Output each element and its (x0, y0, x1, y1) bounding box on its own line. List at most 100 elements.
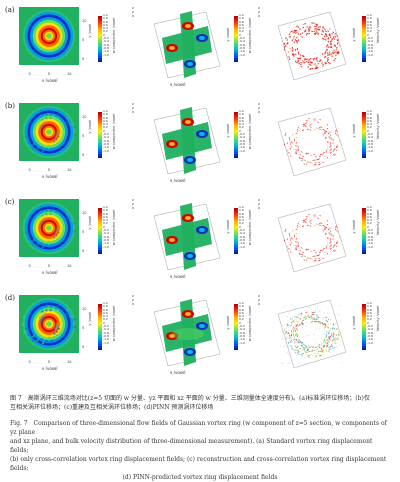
velocity-vector (327, 344, 328, 345)
y-axis-label: y /voxel (226, 28, 230, 42)
velocity-vector (298, 318, 299, 319)
noise-speck (23, 235, 25, 237)
velocity-vector (295, 346, 296, 347)
noise-speck (56, 227, 58, 229)
background-vector (303, 323, 304, 324)
velocity-vector (331, 344, 332, 345)
background-vector (315, 321, 316, 322)
velocity-vector (329, 29, 330, 30)
velocity-vector (304, 31, 305, 32)
noise-speck (53, 306, 55, 308)
velocity-vector (286, 38, 287, 40)
velocity-vector (330, 248, 331, 249)
velocity-vector (292, 348, 293, 349)
x-axis-label: x /voxel (170, 274, 186, 279)
yz-plane (180, 203, 196, 270)
background-vector (280, 345, 281, 346)
background-vector (287, 316, 288, 317)
noise-speck (73, 222, 75, 224)
velocity-vector (332, 348, 333, 349)
noise-speck (48, 241, 50, 243)
velocity-vector (326, 137, 327, 138)
noise-speck (48, 145, 50, 147)
noise-speck (74, 230, 76, 232)
background-vector (323, 317, 324, 318)
velocity-vector (296, 40, 297, 42)
velocity-vector (303, 156, 304, 157)
velocity-vector (328, 229, 329, 230)
velocity-vector (322, 134, 323, 135)
velocity-vector (336, 230, 337, 232)
panel3-colorbar-title: Velocity /voxel (376, 18, 380, 43)
background-vector (337, 322, 338, 323)
background-vector (338, 314, 339, 315)
background-vector (308, 336, 309, 337)
velocity-vector (323, 225, 324, 226)
caption-chinese: 图 7 高斯涡环三维流场对比(z=5 切面的 w 分量、yz 平面和 xz 平面… (10, 394, 390, 412)
velocity-vector (326, 150, 327, 151)
velocity-vector (294, 339, 295, 340)
vortex-core-inner (169, 238, 175, 242)
velocity-vector-volume (270, 102, 352, 182)
background-vector (326, 342, 327, 343)
y-axis-label: y /voxel (226, 220, 230, 234)
noise-speck (57, 309, 59, 311)
background-vector (324, 334, 325, 335)
velocity-vector (324, 226, 325, 227)
background-vector (341, 354, 342, 355)
background-vector (313, 334, 314, 335)
background-vector (288, 313, 289, 314)
noise-speck (25, 327, 27, 329)
background-vector (283, 347, 284, 348)
velocity-vector (335, 340, 336, 342)
background-vector (335, 324, 336, 325)
background-vector (305, 315, 306, 316)
panel2-colorbar-title: w component /voxel (248, 114, 252, 149)
background-vector (294, 306, 295, 307)
velocity-vector (330, 135, 331, 136)
noise-speck (48, 114, 50, 116)
velocity-vector (289, 34, 290, 35)
velocity-vector (319, 156, 320, 157)
noise-speck (69, 123, 71, 125)
velocity-vector (335, 148, 336, 150)
pinn-smear (172, 328, 204, 340)
velocity-vector (298, 39, 299, 40)
velocity-vector (301, 256, 302, 257)
x-tick-label: 5 (48, 168, 50, 172)
velocity-vector (337, 53, 338, 55)
contour-ring (46, 33, 51, 38)
vortex-core-inner (185, 120, 191, 124)
y-tick-label: 10 (82, 307, 86, 311)
velocity-vector (334, 342, 335, 343)
velocity-vector (327, 52, 328, 53)
noise-speck (55, 325, 57, 327)
velocity-vector (295, 32, 296, 33)
velocity-vector (328, 62, 329, 63)
velocity-vector (294, 36, 295, 37)
velocity-vector-volume (270, 6, 352, 86)
vector-plot (270, 294, 352, 374)
yz-plane (180, 107, 196, 174)
velocity-vector (335, 130, 336, 131)
box-frame (278, 300, 346, 368)
panel1-colorbar (98, 208, 102, 254)
velocity-vector (328, 319, 329, 320)
velocity-vector (322, 152, 323, 153)
background-vector (306, 363, 307, 364)
velocity-vector (294, 32, 295, 33)
velocity-vector (316, 58, 317, 59)
velocity-vector (296, 328, 297, 330)
velocity-vector (332, 33, 333, 34)
velocity-vector (291, 349, 292, 350)
velocity-vector (291, 346, 292, 347)
background-vector (301, 326, 302, 327)
velocity-vector (298, 127, 299, 128)
background-vector (294, 327, 295, 328)
velocity-vector (296, 151, 297, 152)
velocity-vector (332, 53, 333, 54)
velocity-vector (325, 350, 326, 351)
